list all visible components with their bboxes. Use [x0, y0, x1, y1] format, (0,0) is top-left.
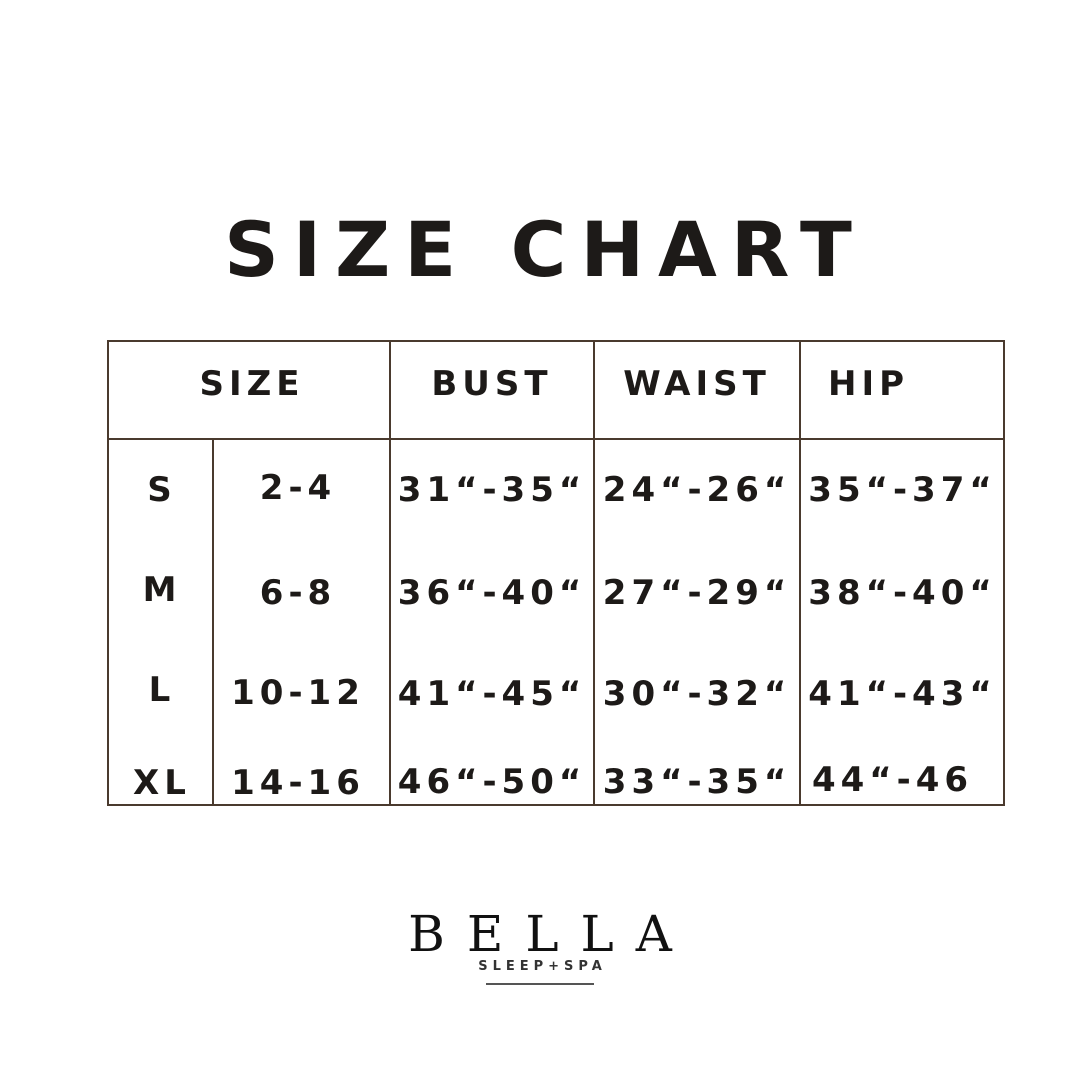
column-divider — [799, 340, 801, 806]
hip-value: 38“-40“ — [808, 573, 997, 613]
column-divider — [593, 340, 595, 806]
waist-value: 30“-32“ — [602, 674, 792, 714]
us-size: 10-12 — [231, 673, 365, 713]
bust-value: 31“-35“ — [397, 470, 587, 510]
hip-value: 41“-43“ — [808, 674, 997, 714]
brand-logo: BELLA SLEEP+SPA — [0, 905, 1080, 985]
logo-tagline: SLEEP+SPA — [478, 959, 607, 974]
size-label: XL — [133, 763, 191, 803]
size-label: S — [147, 470, 177, 510]
bust-value: 36“-40“ — [397, 573, 587, 613]
waist-value: 27“-29“ — [602, 573, 792, 613]
header-hip: HIP — [828, 364, 910, 404]
header-divider — [107, 438, 1005, 440]
header-bust: BUST — [431, 364, 553, 404]
size-subcolumn-divider — [212, 440, 214, 806]
us-size: 14-16 — [231, 763, 365, 803]
hip-value: 35“-37“ — [808, 470, 997, 510]
bust-value: 46“-50“ — [397, 762, 587, 802]
header-size: SIZE — [199, 364, 305, 404]
size-label: L — [148, 670, 176, 710]
us-size: 2-4 — [259, 468, 337, 508]
logo-brand: BELLA — [408, 905, 694, 963]
waist-value: 33“-35“ — [602, 762, 792, 802]
column-divider — [389, 340, 391, 806]
table-border — [107, 340, 1005, 806]
header-waist: WAIST — [623, 364, 771, 404]
waist-value: 24“-26“ — [602, 470, 792, 510]
us-size: 6-8 — [259, 573, 337, 613]
size-label: M — [142, 570, 182, 610]
hip-value: 44“-46 — [811, 760, 974, 800]
page-title: SIZE CHART — [224, 205, 866, 294]
logo-underline — [486, 983, 594, 985]
bust-value: 41“-45“ — [397, 674, 587, 714]
